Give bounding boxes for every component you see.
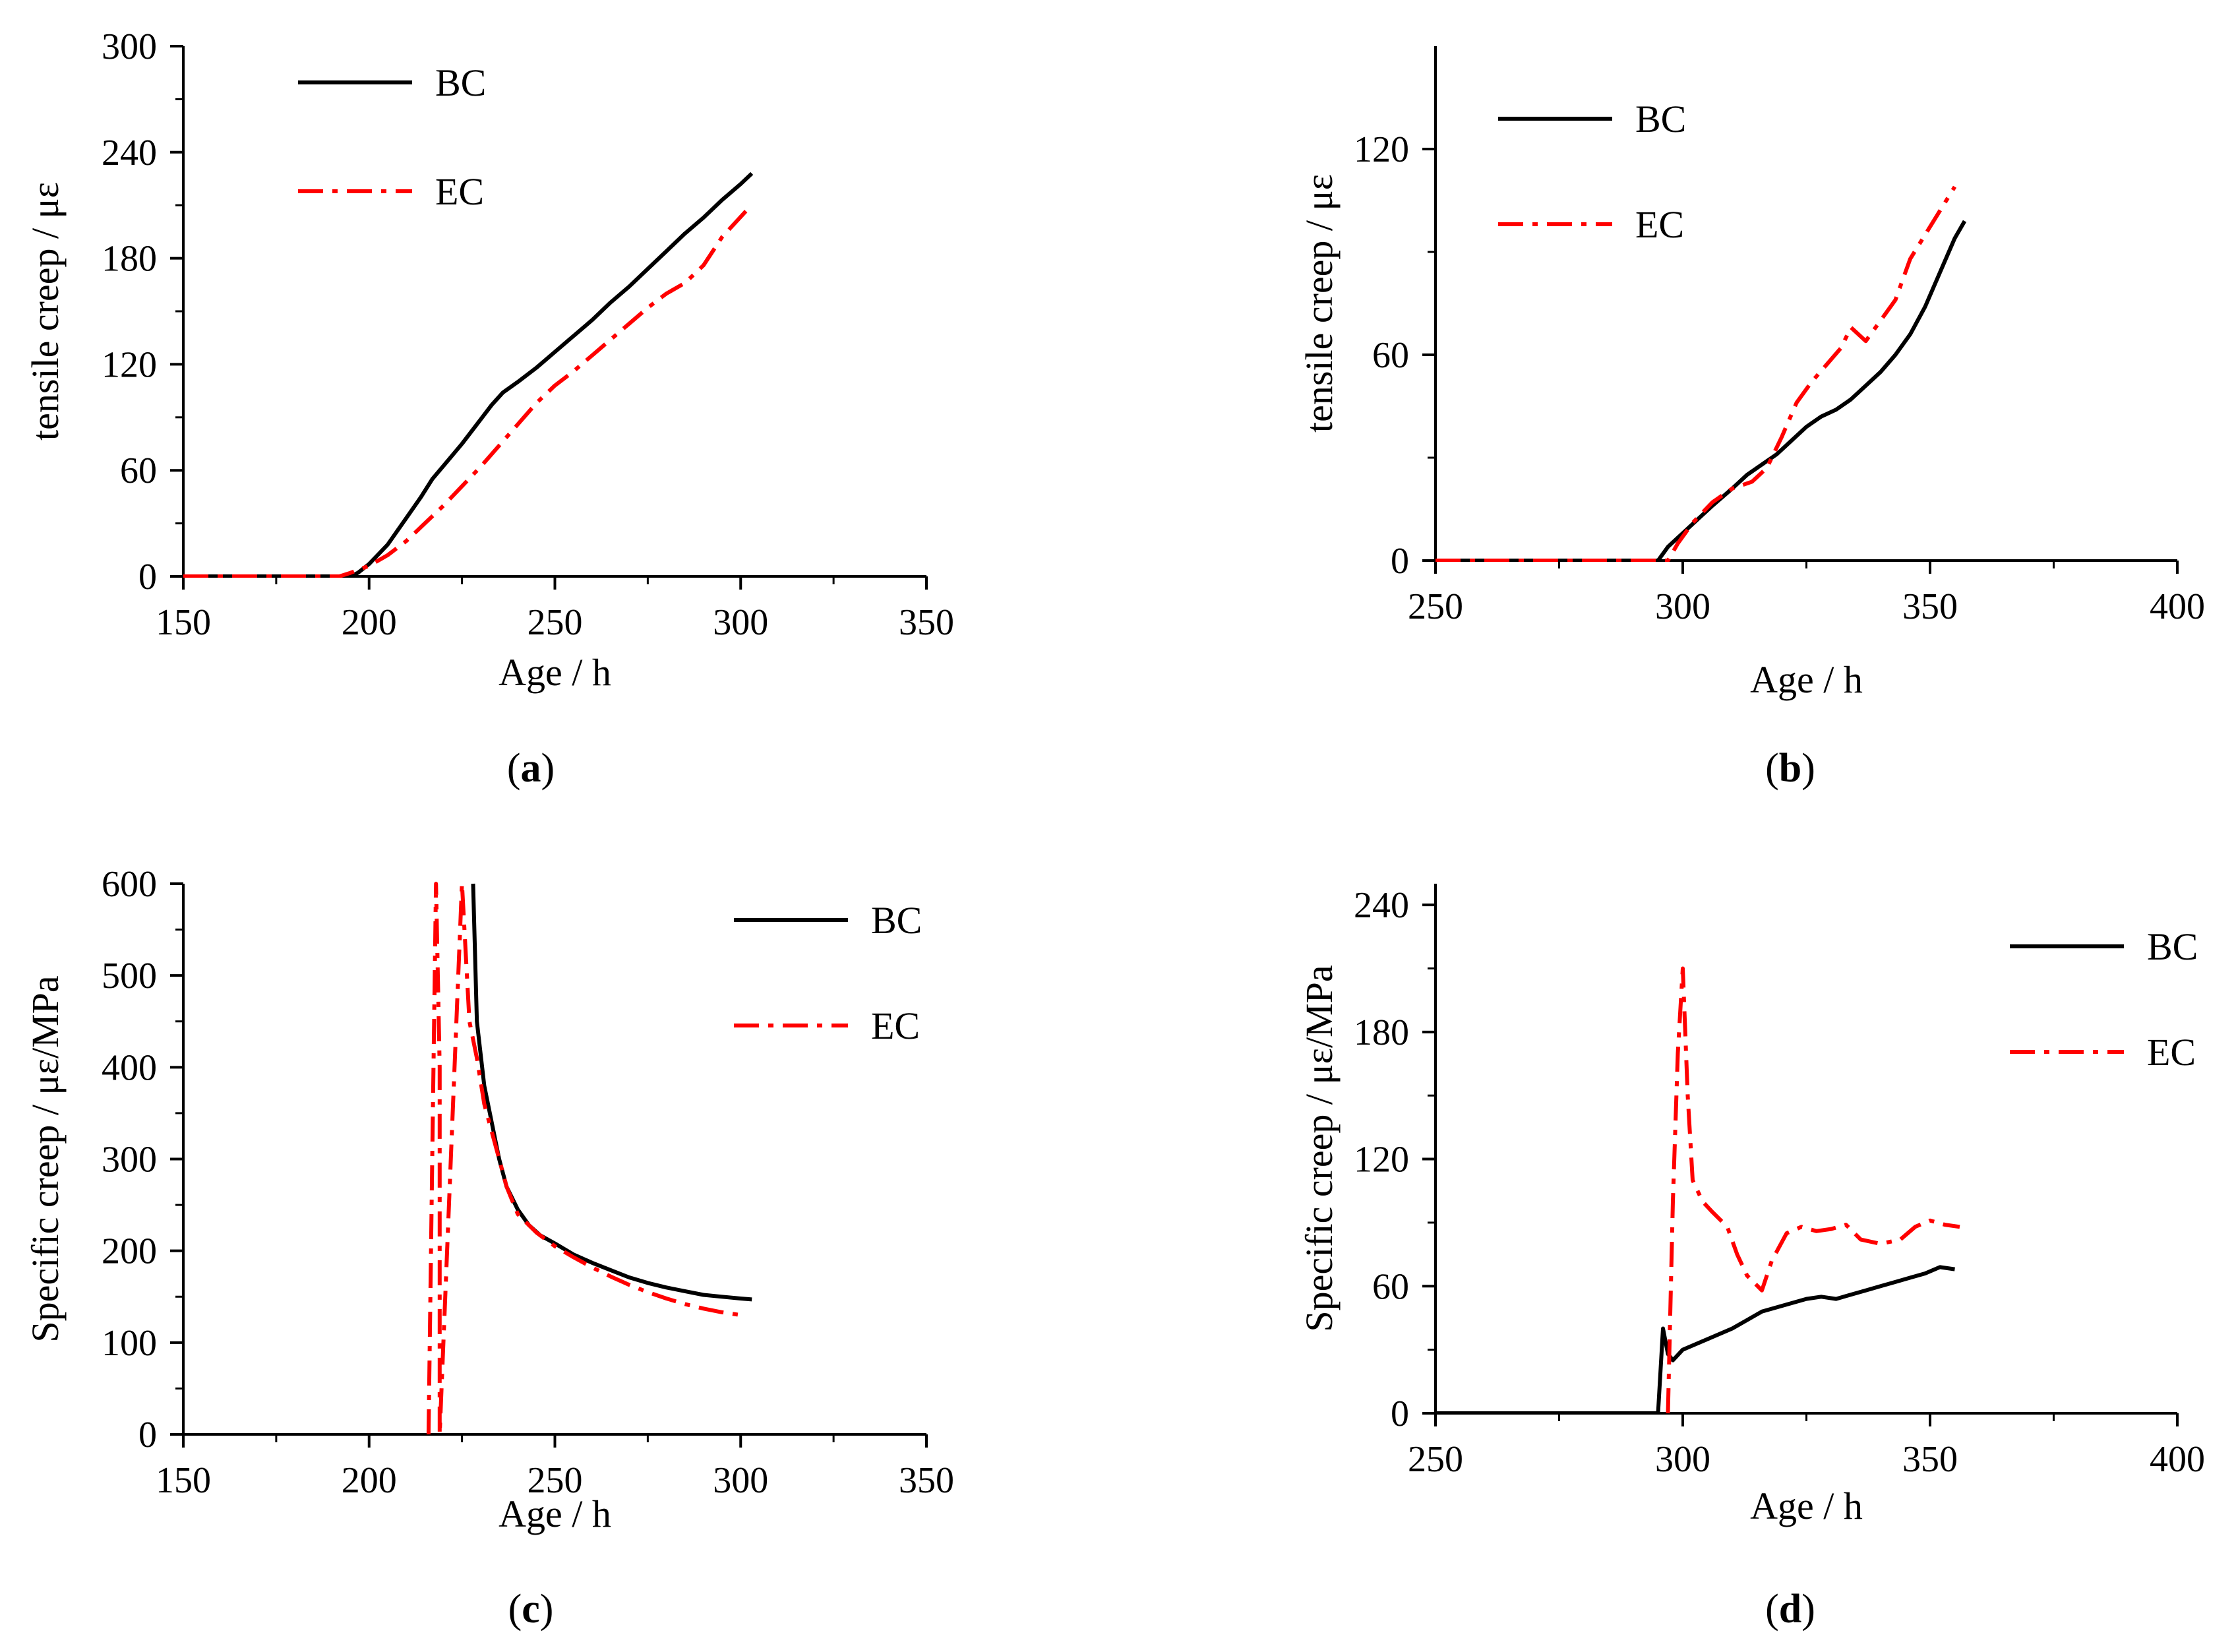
y-tick-label: 200 [102, 1231, 157, 1272]
y-tick-label: 500 [102, 956, 157, 996]
y-tick-label: 60 [1372, 1266, 1409, 1307]
series-line-bc [471, 883, 752, 1302]
caption-letter: b [1779, 746, 1801, 791]
x-tick-label: 350 [899, 1460, 954, 1501]
y-tick-label: 400 [102, 1047, 157, 1088]
y-axis-title: Specific creep / με/MPa [1298, 965, 1341, 1331]
panel-d: 250 300 350 400 0 60 120 180 240 Age / h Specific … [1298, 884, 2205, 1632]
x-tick-label: 200 [342, 1460, 397, 1501]
y-tick-label: 240 [1354, 885, 1409, 926]
legend-label-ec: EC [435, 170, 484, 213]
x-tick-label: 250 [528, 1460, 583, 1501]
y-tick-label: 0 [1391, 1393, 1409, 1434]
legend-label-ec: EC [1635, 203, 1684, 246]
x-axis-title: Age / h [499, 1492, 611, 1535]
panel-a: 150 200 250 300 350 0 60 120 180 240 300 Age / h ten… [24, 26, 954, 791]
caption-letter: a [521, 746, 541, 791]
y-axis-title: tensile creep / με [1298, 174, 1341, 433]
x-axis-title: Age / h [499, 651, 611, 694]
x-tick-label: 350 [1902, 586, 1958, 627]
panel-caption: (d) [1765, 1587, 1815, 1632]
series-line-bc [1435, 1265, 1955, 1415]
x-axis-title: Age / h [1750, 1484, 1863, 1527]
series-line-ec [1666, 966, 1960, 1414]
legend-label-bc: BC [871, 899, 922, 942]
series-line-ec [183, 207, 750, 578]
y-axis-title: tensile creep / με [24, 182, 67, 441]
x-tick-label: 350 [1902, 1439, 1958, 1480]
y-tick-label: 0 [138, 557, 157, 597]
x-tick-label: 150 [156, 602, 211, 643]
x-tick-label: 400 [2150, 586, 2205, 627]
legend-label-ec: EC [2147, 1031, 2196, 1074]
y-tick-label: 600 [102, 864, 157, 905]
legend-label-ec: EC [871, 1004, 920, 1047]
panel-c: 150 200 250 300 350 0 100 200 300 400 500 600 Age / … [24, 864, 954, 1632]
x-tick-label: 350 [899, 602, 954, 643]
y-tick-label: 100 [102, 1323, 157, 1364]
legend-label-bc: BC [435, 61, 486, 104]
caption-letter: d [1779, 1587, 1801, 1632]
series-line-bc [183, 171, 754, 578]
x-tick-label: 250 [528, 602, 583, 643]
panel-b: 250 300 350 400 0 60 120 Age / h tensile creep /… [1298, 46, 2205, 791]
y-tick-label: 300 [102, 1140, 157, 1180]
panel-caption: (a) [507, 746, 555, 791]
x-tick-label: 300 [713, 602, 768, 643]
y-tick-label: 0 [1391, 541, 1409, 582]
y-tick-label: 120 [1354, 129, 1409, 170]
panel-caption: (b) [1765, 746, 1815, 791]
x-tick-label: 250 [1408, 586, 1463, 627]
x-tick-label: 400 [2150, 1439, 2205, 1480]
series-line-bc [1435, 220, 1967, 562]
y-tick-label: 60 [120, 450, 157, 491]
y-tick-label: 120 [102, 344, 157, 385]
y-tick-label: 180 [102, 239, 157, 280]
x-axis-title: Age / h [1750, 658, 1863, 701]
x-tick-label: 300 [1655, 586, 1710, 627]
x-tick-label: 300 [1655, 1439, 1710, 1480]
y-tick-label: 60 [1372, 335, 1409, 376]
caption-letter: c [522, 1587, 540, 1632]
x-tick-label: 200 [342, 602, 397, 643]
panel-caption: (c) [508, 1587, 554, 1632]
y-tick-label: 300 [102, 26, 157, 67]
x-tick-label: 150 [156, 1460, 211, 1501]
y-tick-label: 0 [138, 1415, 157, 1455]
y-tick-label: 180 [1354, 1012, 1409, 1053]
x-tick-label: 250 [1408, 1439, 1463, 1480]
series-line-ec [1435, 185, 1957, 562]
legend-label-bc: BC [1635, 98, 1686, 140]
x-tick-label: 300 [713, 1460, 768, 1501]
y-axis-title: Specific creep / με/MPa [24, 975, 67, 1342]
y-tick-label: 120 [1354, 1140, 1409, 1180]
y-tick-label: 240 [102, 133, 157, 173]
series-line-ec [426, 882, 741, 1436]
legend-label-bc: BC [2147, 925, 2198, 968]
